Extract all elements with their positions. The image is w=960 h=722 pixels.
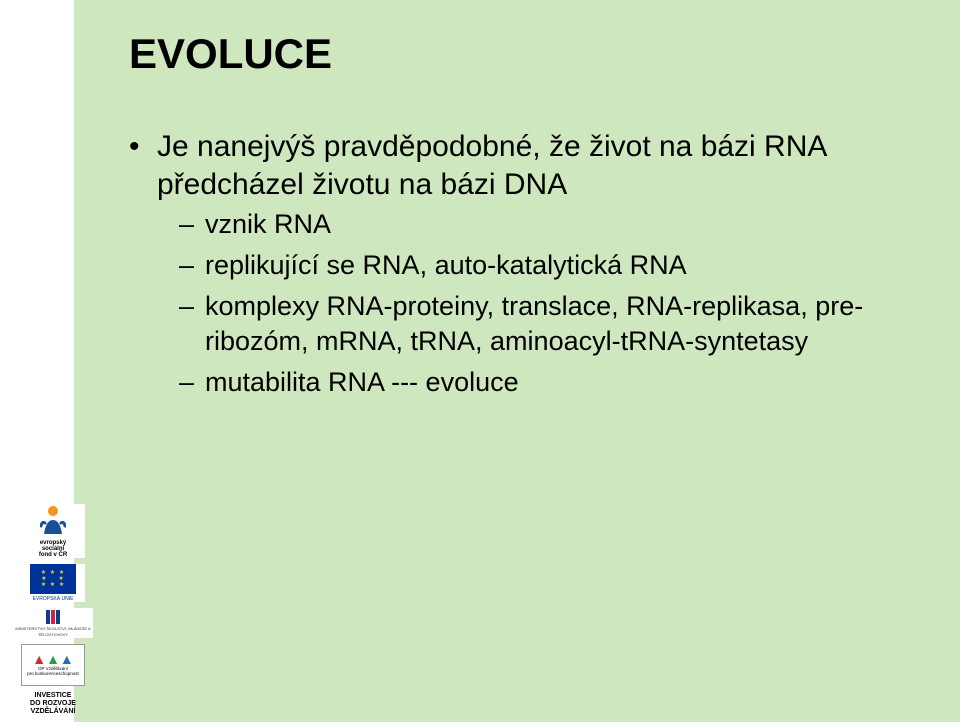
list-item: replikující se RNA, auto-katalytická RNA bbox=[179, 248, 900, 283]
op-label: OP Vzdělávání pro konkurenceschopnost bbox=[27, 666, 79, 676]
list-item: mutabilita RNA --- evoluce bbox=[179, 365, 900, 400]
msmt-label: MINISTERSTVO ŠKOLSTVÍ, MLÁDEŽE A TĚLOVÝC… bbox=[13, 626, 93, 638]
eu-flag-icon: ★ ★ ★★ ★★ ★ ★ bbox=[30, 564, 76, 594]
list-item: vznik RNA bbox=[179, 207, 900, 242]
bullet-text: Je nanejvýš pravděpodobné, že život na b… bbox=[157, 130, 826, 201]
page-title: EVOLUCE bbox=[129, 30, 900, 78]
slide: EVOLUCE Je nanejvýš pravděpodobné, že ži… bbox=[0, 0, 960, 722]
msmt-icon bbox=[23, 608, 83, 626]
investice-label: INVESTICE DO ROZVOJE VZDĚLÁVÁNÍ bbox=[30, 692, 76, 716]
content-area: EVOLUCE Je nanejvýš pravděpodobné, že ži… bbox=[74, 0, 960, 722]
eu-logo: ★ ★ ★★ ★★ ★ ★ EVROPSKÁ UNIE bbox=[21, 564, 85, 602]
esf-label: evropský sociální fond v ČR bbox=[39, 540, 67, 558]
op-arrows-icon: ▲▲▲ bbox=[32, 654, 74, 664]
logo-stack: evropský sociální fond v ČR ★ ★ ★★ ★★ ★ … bbox=[6, 504, 100, 716]
list-item: Je nanejvýš pravděpodobné, že život na b… bbox=[129, 128, 900, 400]
esf-person-icon bbox=[40, 504, 66, 538]
list-item: komplexy RNA-proteiny, translace, RNA-re… bbox=[179, 289, 900, 359]
msmt-logo: MINISTERSTVO ŠKOLSTVÍ, MLÁDEŽE A TĚLOVÝC… bbox=[13, 608, 93, 638]
bullet-list: Je nanejvýš pravděpodobné, že život na b… bbox=[129, 128, 900, 400]
esf-logo: evropský sociální fond v ČR bbox=[21, 504, 85, 558]
sub-list: vznik RNA replikující se RNA, auto-katal… bbox=[179, 207, 900, 400]
eu-label: EVROPSKÁ UNIE bbox=[33, 596, 74, 602]
op-logo: ▲▲▲ OP Vzdělávání pro konkurenceschopnos… bbox=[21, 644, 85, 686]
